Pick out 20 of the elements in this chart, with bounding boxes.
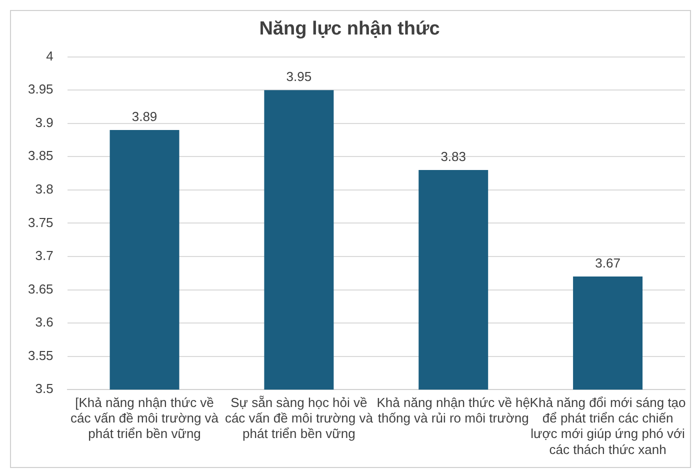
x-tick-label: Sự sẵn sàng học hỏi về các vấn đề môi trường và phát triển bền vững <box>224 394 374 442</box>
y-tick-label: 3.65 <box>28 281 54 296</box>
y-tick-label: 3.8 <box>35 182 54 196</box>
y-tick-label: 3.85 <box>28 148 54 164</box>
y-tick-label: 3.55 <box>28 348 54 363</box>
x-tick-label: Khả năng nhận thức về hệ thống và rủi ro môi trường <box>376 394 530 426</box>
data-label: 3.89 <box>132 109 158 124</box>
y-tick-label: 3.75 <box>28 214 54 230</box>
data-label: 3.95 <box>286 69 312 84</box>
y-tick-label: 3.7 <box>35 248 54 264</box>
y-tick-label: 3.9 <box>35 114 54 130</box>
data-label: 3.83 <box>440 149 466 164</box>
y-tick-label: 3.5 <box>35 381 54 396</box>
x-tick-label: [Khả năng nhận thức về các vấn đề môi trường và phát triển bền vững <box>70 394 220 442</box>
x-tick-label: Khả năng đổi mới sáng tạo để phát triển các chiến lược mới giúp ứng phó với các thách thức xanh <box>530 394 686 457</box>
y-tick-label: 3.95 <box>28 82 54 97</box>
data-label: 3.67 <box>595 256 620 271</box>
chart-title: Năng lực nhận thức <box>259 18 440 40</box>
y-tick-label: 3.6 <box>35 314 54 330</box>
y-tick-label: 4 <box>46 48 54 64</box>
